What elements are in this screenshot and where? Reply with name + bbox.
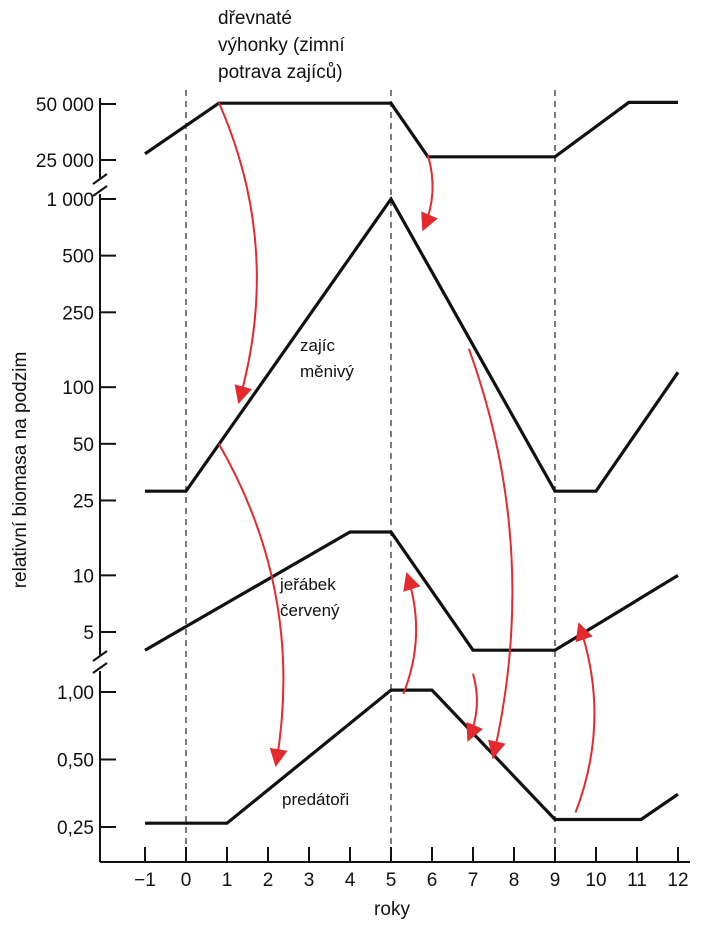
- causal-arrow: [466, 673, 483, 742]
- y-tick-label: 25: [73, 491, 94, 512]
- x-tick-label: 10: [585, 870, 606, 891]
- series-lines: [144, 100, 680, 825]
- causal-arrow: [421, 155, 438, 232]
- causal-arrows: [217, 101, 596, 813]
- series-label: výhonky (zimní: [218, 35, 345, 56]
- series-line: [145, 195, 680, 493]
- causal-arrow: [574, 622, 596, 813]
- series-label: jeřábek: [279, 575, 336, 594]
- period-dashed-lines: [185, 90, 556, 862]
- x-tick-label: 12: [667, 870, 688, 891]
- y-tick-label: 5: [83, 623, 94, 644]
- x-tick-label: 5: [386, 870, 397, 891]
- x-tick-label: 3: [304, 870, 315, 891]
- series-line: [145, 688, 679, 825]
- x-tick-label: 6: [427, 870, 438, 891]
- y-ticks: 25 000 50 000 5 10 25 50 100 250 500 1 000 0,25 0,5…: [36, 95, 116, 839]
- x-tick-label: 9: [550, 870, 561, 891]
- y-tick-label: 10: [73, 566, 94, 587]
- y-tick-label: 1 000: [46, 190, 94, 211]
- x-axis-title: roky: [374, 899, 410, 920]
- y-tick-label: 250: [62, 303, 94, 324]
- series-line: [144, 100, 678, 159]
- series-labels: dřevnaté výhonky (zimní potrava zajíců) zaj…: [218, 8, 354, 809]
- series-label: dřevnaté: [218, 8, 292, 29]
- x-tick-label: −1: [134, 870, 156, 891]
- causal-arrow: [217, 101, 258, 404]
- x-tick-label: 2: [263, 870, 274, 891]
- x-ticks: −1 0 1 2 3 4 5 6 7 8 9 10 11 12: [134, 847, 689, 891]
- series-label: predátoři: [282, 790, 349, 809]
- causal-arrow: [467, 348, 514, 760]
- y-tick-label: 100: [62, 378, 94, 399]
- x-tick-label: 0: [181, 870, 192, 891]
- series-label: zajíc: [300, 336, 335, 355]
- y-tick-label: 25 000: [36, 151, 94, 172]
- x-tick-label: 1: [222, 870, 233, 891]
- y-tick-label: 1,00: [57, 683, 94, 704]
- x-tick-label: 11: [627, 870, 647, 891]
- axes: [92, 98, 690, 863]
- series-label: měnivý: [300, 362, 354, 381]
- x-tick-label: 4: [345, 870, 356, 891]
- causal-arrow: [402, 571, 421, 695]
- x-tick-label: 8: [509, 870, 520, 891]
- series-label: potrava zajíců): [218, 62, 343, 83]
- y-tick-label: 0,25: [57, 818, 94, 839]
- series-line: [144, 530, 679, 652]
- x-tick-label: 7: [468, 870, 479, 891]
- axis-break-bottom: [92, 650, 108, 674]
- series-label: červený: [280, 601, 340, 620]
- causal-arrow: [217, 443, 288, 768]
- y-tick-label: 50: [73, 435, 94, 456]
- y-axis-title: relativní biomasa na podzim: [10, 352, 31, 589]
- y-tick-label: 500: [62, 247, 94, 268]
- y-tick-label: 50 000: [36, 95, 94, 116]
- y-tick-label: 0,50: [57, 751, 94, 772]
- axis-break-top: [92, 173, 108, 197]
